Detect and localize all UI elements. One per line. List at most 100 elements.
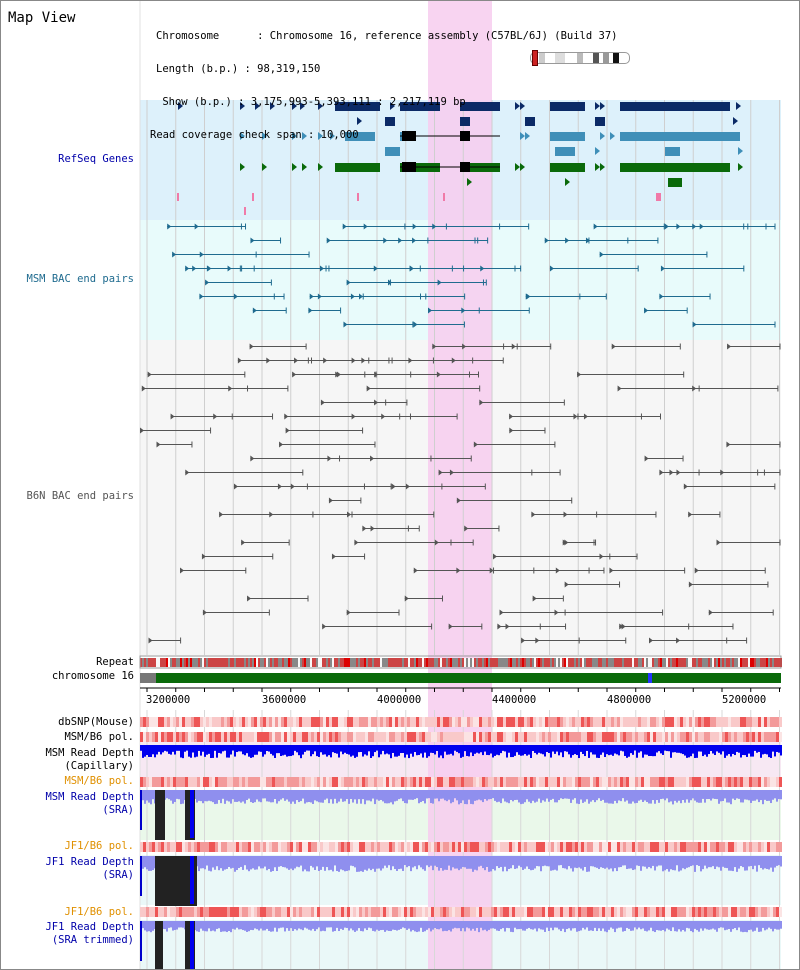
dbsnp-cell bbox=[629, 717, 632, 727]
msm-pol2-cell bbox=[170, 777, 173, 787]
jf1-pol2-cell bbox=[692, 907, 695, 917]
dbsnp-cell bbox=[545, 717, 548, 727]
msm-pol-cell bbox=[230, 732, 233, 742]
dbsnp-cell bbox=[719, 717, 722, 727]
jf1-depth-sra-bar bbox=[634, 856, 636, 870]
jf1-depth-trim-bar bbox=[200, 921, 202, 929]
jf1-depth-trim-bar bbox=[508, 921, 510, 929]
repeat-element bbox=[344, 658, 346, 667]
jf1-depth-sra-bar bbox=[378, 856, 380, 869]
dbsnp-cell bbox=[572, 717, 575, 727]
jf1-pol-cell bbox=[203, 842, 206, 852]
jf1-depth-trim-bar bbox=[756, 921, 758, 928]
jf1-depth-trim-bar bbox=[642, 921, 644, 929]
jf1-depth-trim-bar bbox=[372, 921, 374, 931]
msm-depth-capillary-bar bbox=[230, 745, 232, 755]
dbsnp-cell bbox=[740, 717, 743, 727]
dbsnp-cell bbox=[200, 717, 203, 727]
jf1-depth-trim-bar bbox=[458, 921, 460, 929]
repeat-element bbox=[360, 658, 362, 667]
track-label-jf1-b6-pol[interactable]: JF1/B6 pol. bbox=[64, 840, 134, 852]
jf1-pol-cell bbox=[332, 842, 335, 852]
gene-arrow bbox=[292, 132, 297, 140]
jf1-pol-cell bbox=[725, 842, 728, 852]
jf1-pol-cell bbox=[182, 842, 185, 852]
gene-exon bbox=[385, 147, 400, 156]
chromosome-bar bbox=[140, 673, 781, 683]
msm-pol-cell bbox=[488, 732, 491, 742]
msm-depth-capillary-bar bbox=[746, 745, 748, 757]
jf1-depth-sra-bar bbox=[494, 856, 496, 871]
track-label-dbsnp[interactable]: dbSNP(Mouse) bbox=[58, 716, 134, 728]
dbsnp-cell bbox=[608, 717, 611, 727]
track-label-b6n-bac[interactable]: B6N BAC end pairs bbox=[26, 490, 134, 502]
track-label-msm-b6-pol[interactable]: MSM/B6 pol. bbox=[64, 731, 134, 743]
jf1-depth-sra-bar bbox=[350, 856, 352, 866]
jf1-pol2-cell bbox=[434, 907, 437, 917]
track-label-msm-depth-sra[interactable]: MSM Read Depth (SRA) bbox=[45, 791, 134, 816]
b6n-bac-end bbox=[147, 371, 152, 378]
msm-pol2-cell bbox=[632, 777, 635, 787]
dbsnp-cell bbox=[773, 717, 776, 727]
msm-pol-cell bbox=[326, 732, 329, 742]
msm-depth-sra-bar bbox=[298, 790, 300, 803]
jf1-depth-trim-bar bbox=[306, 921, 308, 929]
msm-pol2-cell bbox=[443, 777, 446, 787]
b6n-bac-end bbox=[180, 567, 185, 574]
msm-depth-sra-bar bbox=[484, 790, 486, 800]
jf1-depth-trim-bar bbox=[238, 921, 240, 930]
chromosome-bar-marker bbox=[648, 673, 652, 683]
jf1-pol2-cell bbox=[239, 907, 242, 917]
msm-depth-capillary-bar bbox=[534, 745, 536, 753]
msm-pol-cell bbox=[560, 732, 563, 742]
jf1-pol-cell bbox=[218, 842, 221, 852]
gene-arrow bbox=[240, 102, 245, 110]
track-label-jf1-depth-trimmed[interactable]: JF1 Read Depth (SRA trimmed) bbox=[45, 921, 134, 946]
msm-pol-cell bbox=[638, 732, 641, 742]
ideogram-band bbox=[593, 53, 599, 63]
msm-depth-sra-bar bbox=[324, 790, 326, 800]
msm-depth-capillary-bar bbox=[250, 745, 252, 758]
dbsnp-cell bbox=[302, 717, 305, 727]
track-label-jf1-depth-sra[interactable]: JF1 Read Depth (SRA) bbox=[45, 856, 134, 881]
gene-arrow bbox=[178, 102, 183, 110]
msm-depth-sra-bar bbox=[402, 790, 404, 802]
gene-arrow bbox=[565, 178, 570, 186]
msm-pol2-cell bbox=[185, 777, 188, 787]
msm-depth-sra-bar bbox=[328, 790, 330, 804]
track-label-msm-depth-capillary[interactable]: MSM Read Depth (Capillary) bbox=[45, 747, 134, 772]
b6n-bac-end bbox=[250, 455, 255, 462]
track-label-jf1-b6-pol-2[interactable]: JF1/B6 pol. bbox=[64, 906, 134, 918]
jf1-pol2-cell bbox=[647, 907, 650, 917]
jf1-depth-trim-bar bbox=[504, 921, 506, 932]
repeat-element bbox=[548, 658, 550, 667]
msm-depth-sra-bar bbox=[244, 790, 246, 804]
msm-depth-sra-bar bbox=[572, 790, 574, 800]
msm-depth-sra-bar bbox=[330, 790, 332, 800]
msm-depth-sra-bar bbox=[650, 790, 652, 804]
msm-depth-capillary-bar bbox=[622, 745, 624, 752]
msm-pol-cell bbox=[497, 732, 500, 742]
jf1-pol2-cell bbox=[764, 907, 767, 917]
msm-pol2-cell bbox=[611, 777, 614, 787]
coverage-high-bar bbox=[190, 790, 194, 838]
jf1-depth-trim-bar bbox=[588, 921, 590, 931]
chromosome-ideogram[interactable] bbox=[530, 52, 630, 64]
dbsnp-cell bbox=[755, 717, 758, 727]
msm-pol-cell bbox=[377, 732, 380, 742]
msm-pol2-cell bbox=[728, 777, 731, 787]
dbsnp-cell bbox=[452, 717, 455, 727]
track-label-refseq[interactable]: RefSeq Genes bbox=[58, 153, 134, 165]
msm-depth-capillary-bar bbox=[604, 745, 606, 758]
msm-depth-capillary-bar bbox=[344, 745, 346, 753]
msm-pol-cell bbox=[740, 732, 743, 742]
track-label-msm-b6-pol-2[interactable]: MSM/B6 pol. bbox=[64, 775, 134, 787]
msm-depth-sra-bar bbox=[704, 790, 706, 803]
dbsnp-cell bbox=[581, 717, 584, 727]
b6n-bac-end bbox=[266, 357, 271, 364]
repeat-element bbox=[778, 658, 780, 667]
msm-pol2-cell bbox=[638, 777, 641, 787]
msm-pol-cell bbox=[764, 732, 767, 742]
repeat-element bbox=[364, 658, 366, 667]
track-label-msm-bac[interactable]: MSM BAC end pairs bbox=[26, 273, 134, 285]
